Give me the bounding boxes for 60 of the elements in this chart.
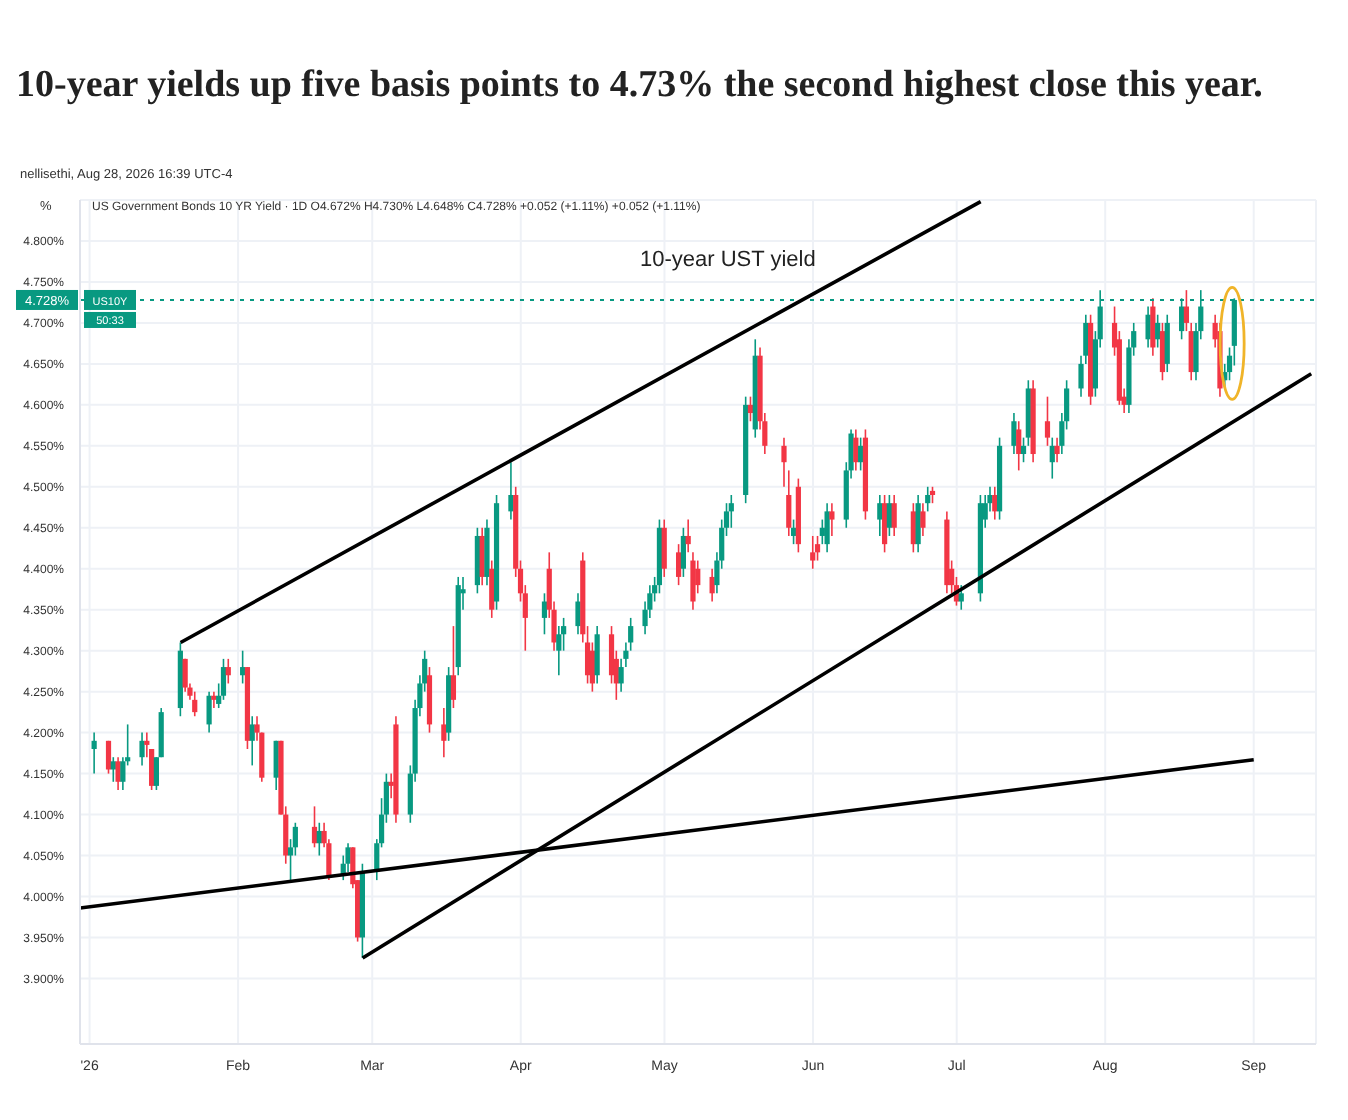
candlestick <box>594 625 600 685</box>
candlestick <box>676 543 682 586</box>
candlestick <box>891 494 897 537</box>
candlestick <box>192 690 198 718</box>
candlestick <box>747 395 754 423</box>
candlestick <box>556 625 562 677</box>
candlestick <box>1159 322 1166 382</box>
candlestick <box>958 584 964 611</box>
candlestick <box>882 494 888 554</box>
candlestick <box>1145 305 1151 349</box>
candlestick <box>489 559 495 619</box>
candlestick <box>158 707 164 758</box>
candlestick <box>886 494 892 537</box>
candlestick <box>810 535 816 570</box>
candlestick <box>1044 395 1051 447</box>
candlestick <box>680 526 686 578</box>
candlestick <box>853 428 859 472</box>
candlestick <box>695 559 701 595</box>
candlestick <box>1020 436 1027 464</box>
candlestick <box>139 731 145 767</box>
candlestick <box>728 494 734 529</box>
candlestick <box>211 690 217 709</box>
candlestick <box>790 518 797 545</box>
candlestick <box>685 518 691 554</box>
candlestick <box>690 551 696 611</box>
candlestick <box>1155 313 1161 349</box>
candlestick <box>925 486 931 513</box>
candlestick <box>508 461 514 521</box>
candlestick <box>992 486 998 521</box>
candlestick <box>814 535 821 562</box>
candlestick <box>220 658 227 701</box>
candlestick <box>1011 412 1017 455</box>
candlestick <box>450 625 457 709</box>
candlestick <box>1164 313 1170 373</box>
candlestick <box>1016 420 1022 472</box>
candlestick <box>858 436 864 472</box>
chart-title: 10-year yields up five basis points to 4.73% the second highest close this year. <box>16 62 1265 110</box>
candlestick <box>240 649 246 685</box>
candlestick <box>115 756 121 791</box>
candlestick <box>206 690 212 734</box>
candlestick <box>153 756 160 791</box>
candlestick <box>920 502 926 537</box>
candlestick <box>829 502 835 537</box>
candlestick <box>182 658 188 693</box>
annotation: 10-year UST yield <box>640 248 816 272</box>
candlestick <box>345 842 351 873</box>
candlestick <box>661 518 667 578</box>
candlestick <box>311 805 318 849</box>
candlestick <box>877 494 883 537</box>
candlestick <box>1150 297 1156 357</box>
candlestick <box>819 518 825 545</box>
candlestick <box>225 658 231 685</box>
candlestick <box>824 502 830 554</box>
candlestick <box>105 740 112 775</box>
candlestick <box>910 502 916 554</box>
candlestick <box>441 707 447 758</box>
candlestick <box>575 592 581 636</box>
candlestick <box>91 731 97 775</box>
candlestick <box>541 592 548 636</box>
candlestick <box>1054 436 1060 464</box>
